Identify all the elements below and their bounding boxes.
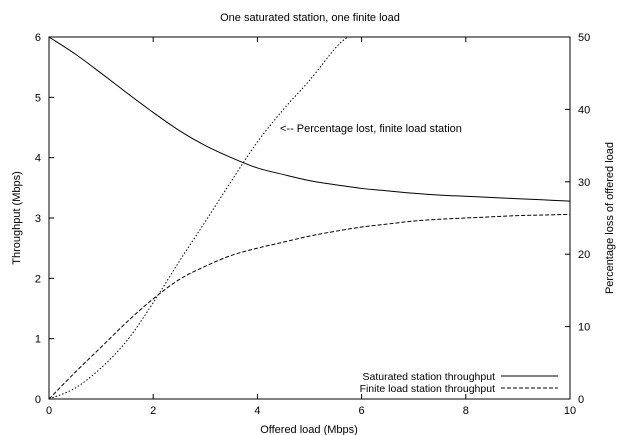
loss-annotation: <-- Percentage lost, finite load station: [280, 123, 462, 135]
y2-tick-label-0: 0: [578, 394, 584, 406]
y-tick-label-3: 3: [35, 213, 41, 225]
y-tick-label-6: 6: [35, 32, 41, 44]
x-tick-label-1: 2: [150, 405, 156, 417]
x-tick-label-5: 10: [564, 405, 576, 417]
y2-tick-label-3: 30: [578, 177, 590, 189]
series-saturated-throughput: [48, 36, 571, 202]
y2-tick-label-5: 50: [578, 32, 590, 44]
y-axis-label: Throughput (Mbps): [11, 171, 23, 265]
y2-axis-label: Percentage loss of offered load: [604, 142, 616, 294]
x-tick-label-2: 4: [254, 405, 260, 417]
plot-frame: [48, 36, 571, 400]
legend-label-finite: Finite load station throughput: [360, 383, 496, 395]
legend-label-saturated: Saturated station throughput: [362, 371, 495, 383]
y2-tick-label-4: 40: [578, 104, 590, 116]
y-tick-label-5: 5: [35, 92, 41, 104]
x-tick-label-0: 0: [46, 405, 52, 417]
y2-tick-label-1: 10: [578, 322, 590, 334]
x-tick-label-4: 8: [463, 405, 469, 417]
x-tick-label-3: 6: [359, 405, 365, 417]
y-tick-label-2: 2: [35, 273, 41, 285]
series-percentage-lost: [48, 36, 348, 400]
y-tick-label-4: 4: [35, 153, 41, 165]
x-axis-label: Offered load (Mbps): [260, 424, 358, 435]
y-tick-label-1: 1: [35, 334, 41, 346]
series-finite-throughput: [48, 213, 571, 400]
y-tick-label-0: 0: [35, 394, 41, 406]
plot-series: [48, 36, 571, 400]
legend: Saturated station throughput Finite load…: [360, 371, 558, 395]
chart-title: One saturated station, one finite load: [220, 12, 400, 24]
y2-tick-label-2: 20: [578, 249, 590, 261]
